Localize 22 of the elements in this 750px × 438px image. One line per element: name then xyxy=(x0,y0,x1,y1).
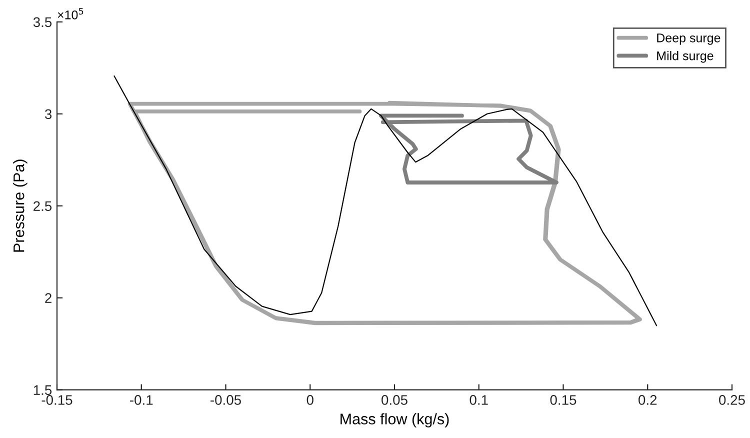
x-tick-label: 0 xyxy=(306,395,314,405)
y-axis-title: Pressure (Pa) xyxy=(13,160,28,252)
x-axis-title: Mass flow (kg/s) xyxy=(340,413,449,428)
x-tick-label: -0.1 xyxy=(130,395,153,405)
y-tick-label: 2 xyxy=(45,293,52,303)
y-tick-label: 2.5 xyxy=(34,201,52,212)
text: ×10$^{5}$ xyxy=(58,8,84,20)
line-series xyxy=(379,114,558,184)
x-tick-label: 0.2 xyxy=(638,395,657,405)
x-tick-label: 0.15 xyxy=(550,395,576,405)
x-tick-label: 0.05 xyxy=(382,395,408,405)
legend-label: Deep surge xyxy=(657,34,720,45)
x-tick-label: 0.1 xyxy=(470,395,488,405)
line-series xyxy=(128,100,642,326)
y-tick-label: 3 xyxy=(44,109,52,120)
y-tick-label: 3.5 xyxy=(33,17,52,28)
x-tick-label: 0.25 xyxy=(719,395,745,405)
legend-label: Mild surge xyxy=(657,51,714,63)
x-tick-label: -0.15 xyxy=(42,395,72,405)
x-tick-label: -0.05 xyxy=(210,395,241,405)
line-series xyxy=(114,75,658,326)
y-tick-label: 1.5 xyxy=(34,385,52,395)
